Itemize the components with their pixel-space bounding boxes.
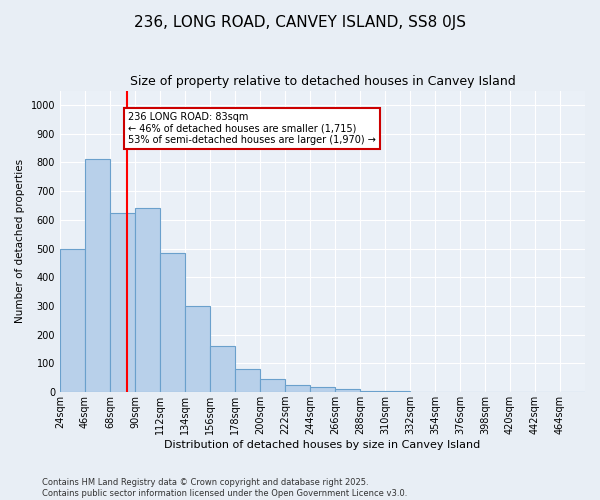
Bar — [210, 346, 235, 392]
Title: Size of property relative to detached houses in Canvey Island: Size of property relative to detached ho… — [130, 75, 515, 88]
Text: Contains HM Land Registry data © Crown copyright and database right 2025.
Contai: Contains HM Land Registry data © Crown c… — [42, 478, 407, 498]
Text: 236 LONG ROAD: 83sqm
← 46% of detached houses are smaller (1,715)
53% of semi-de: 236 LONG ROAD: 83sqm ← 46% of detached h… — [128, 112, 376, 146]
Bar — [85, 160, 110, 392]
Bar — [260, 378, 285, 392]
X-axis label: Distribution of detached houses by size in Canvey Island: Distribution of detached houses by size … — [164, 440, 481, 450]
Bar — [310, 387, 335, 392]
Text: 236, LONG ROAD, CANVEY ISLAND, SS8 0JS: 236, LONG ROAD, CANVEY ISLAND, SS8 0JS — [134, 15, 466, 30]
Bar — [285, 385, 310, 392]
Bar — [110, 212, 135, 392]
Bar — [160, 253, 185, 392]
Y-axis label: Number of detached properties: Number of detached properties — [15, 160, 25, 324]
Bar — [335, 390, 360, 392]
Bar — [360, 390, 385, 392]
Bar — [235, 368, 260, 392]
Bar — [135, 208, 160, 392]
Bar — [185, 306, 210, 392]
Bar — [60, 248, 85, 392]
